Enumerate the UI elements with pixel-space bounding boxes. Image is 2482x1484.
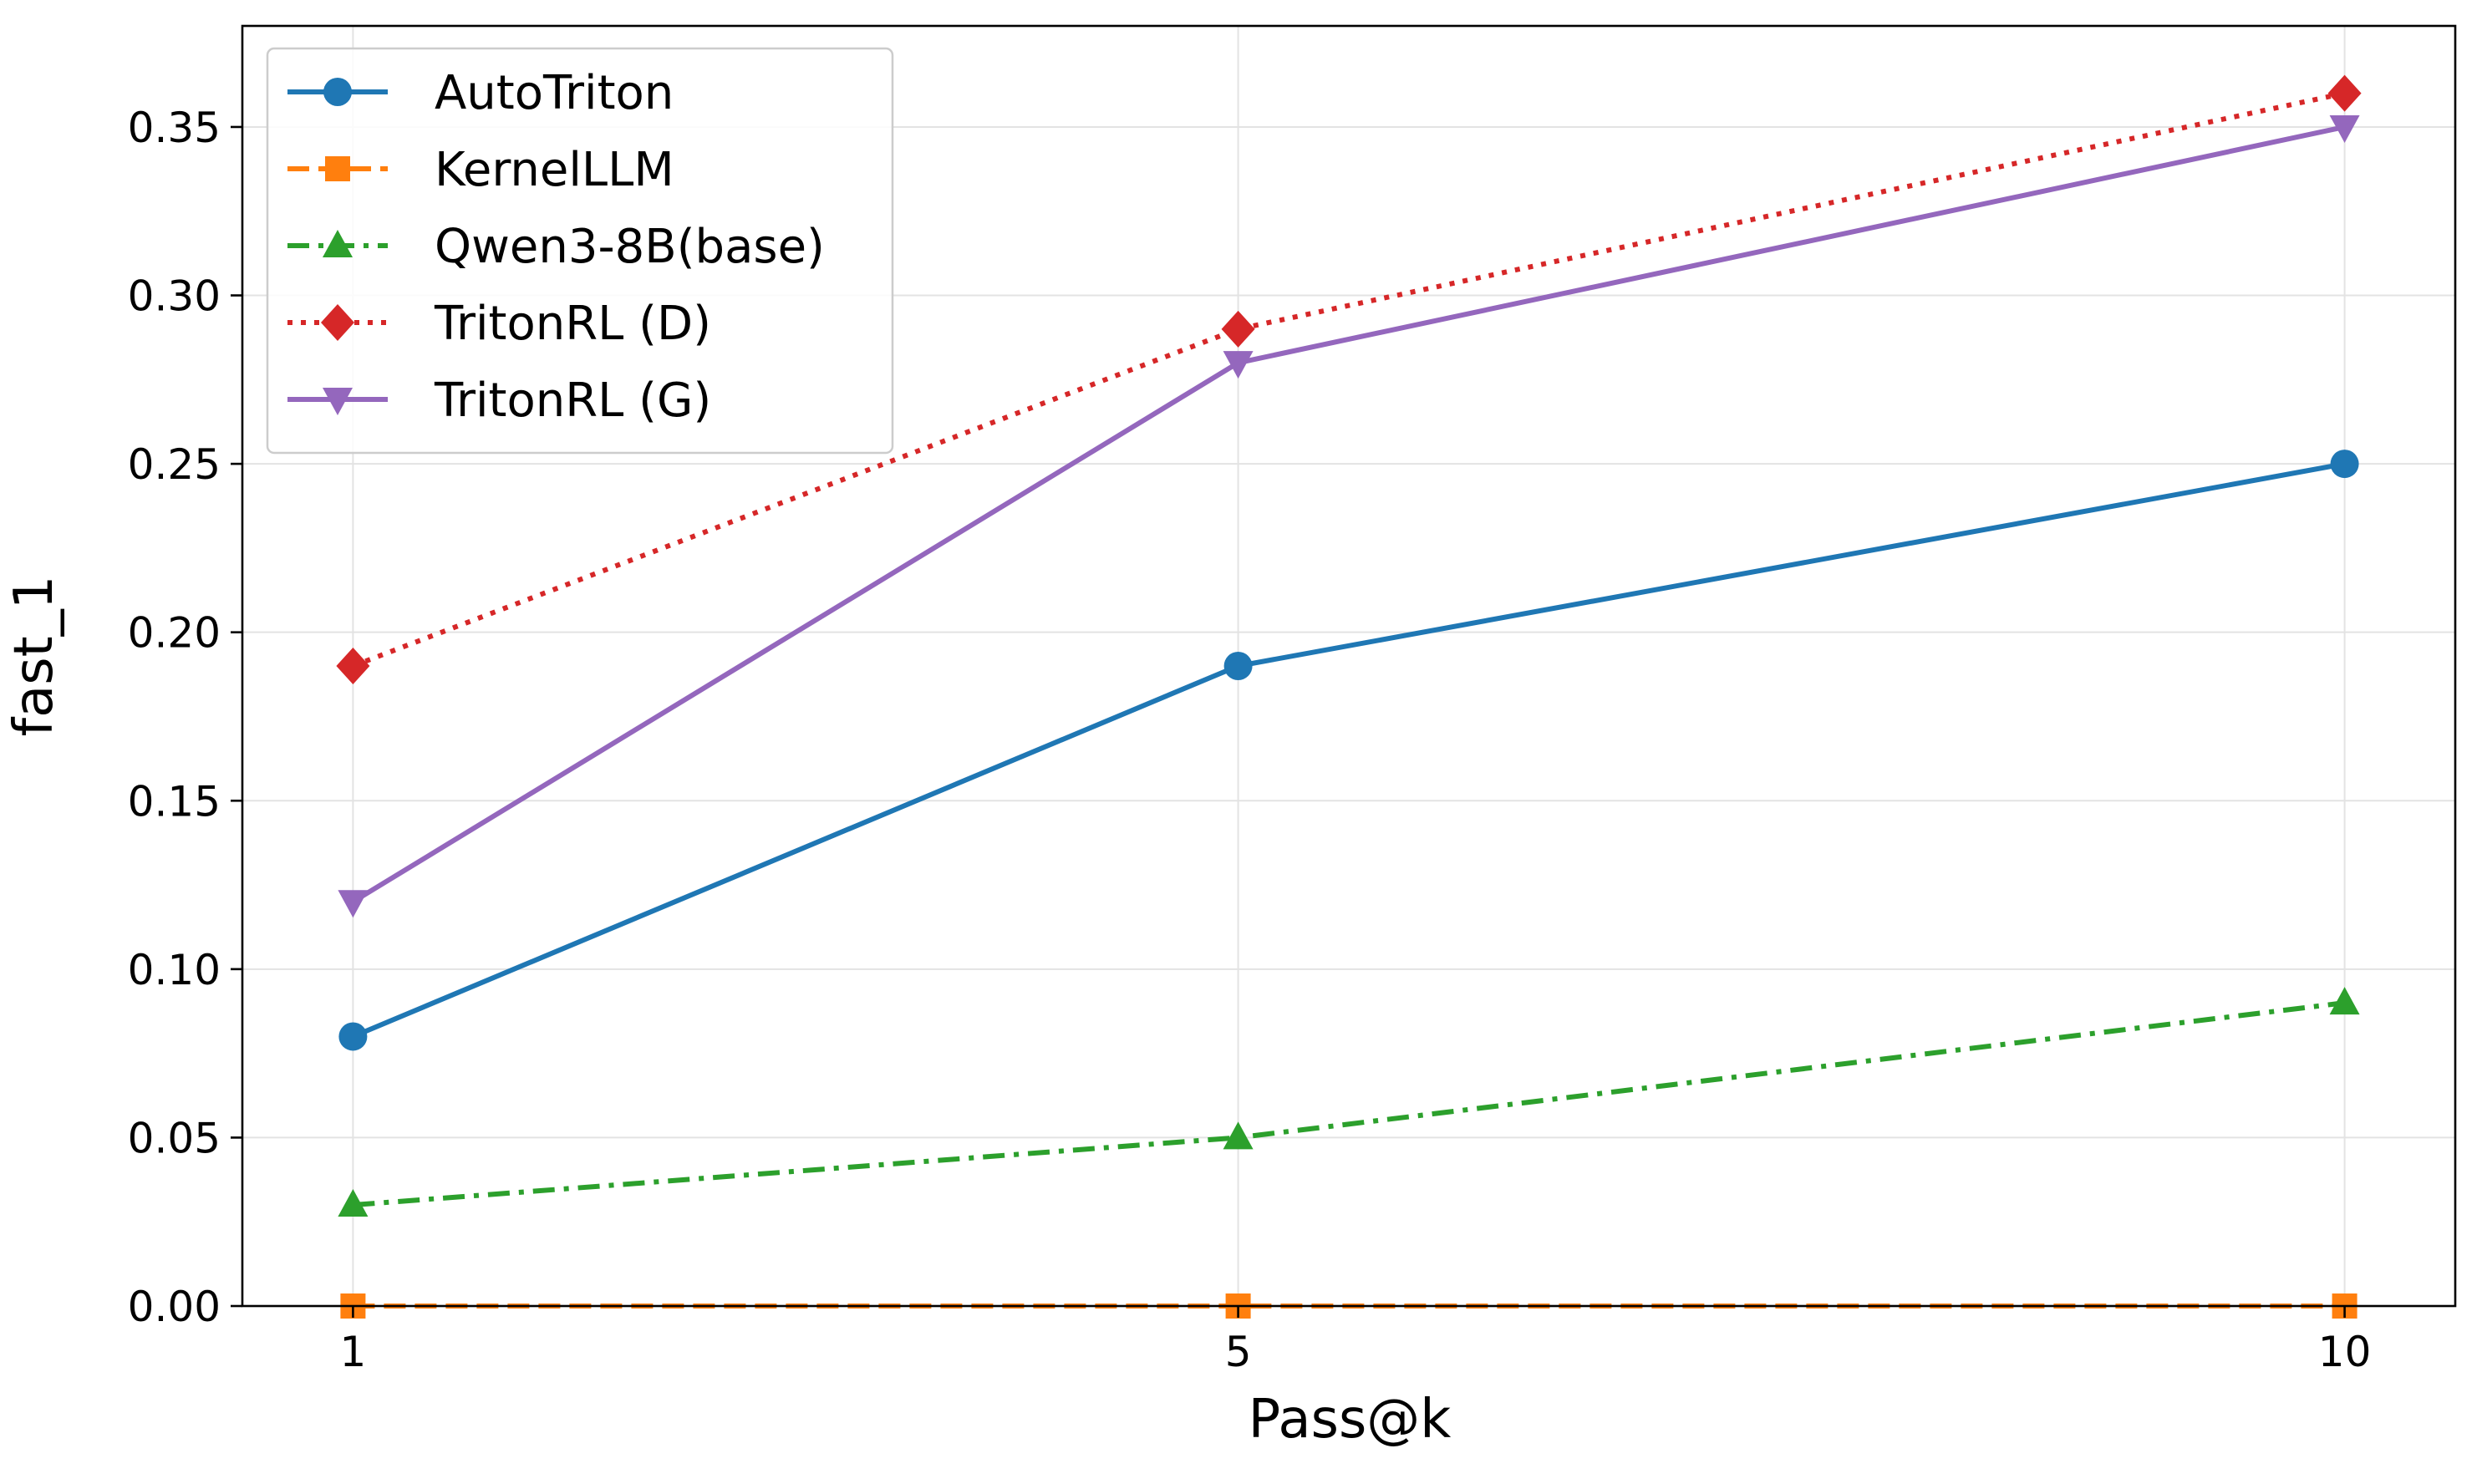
data-point: [2329, 114, 2360, 143]
y-tick-label: 0.20: [128, 609, 221, 658]
plot-frame: [241, 24, 2457, 1308]
data-point: [1223, 1121, 1254, 1150]
x-tick-label: 10: [2318, 1328, 2372, 1376]
legend: AutoTriton KernelLLM Qwen3-8B(base) TritonR…: [266, 47, 894, 455]
y-tick-label: 0.10: [128, 946, 221, 994]
y-tick-label: 0.15: [128, 777, 221, 826]
y-axis-label: fast_1: [3, 576, 65, 737]
legend-marker: [321, 304, 354, 341]
data-point: [2329, 987, 2360, 1015]
series-autotriton: [338, 450, 2359, 1051]
data-point: [2327, 74, 2362, 112]
y-tick-label: 0.25: [128, 440, 221, 489]
data-point: [2330, 450, 2359, 479]
legend-entry: KernelLLM: [287, 143, 674, 197]
legend-label: AutoTriton: [435, 66, 674, 120]
legend-entry: TritonRL (G): [287, 374, 711, 428]
legend-marker: [323, 388, 353, 415]
legend-entry: AutoTriton: [287, 66, 674, 120]
series-tritonrl-g: [338, 114, 2360, 918]
y-tick-label: 0.05: [128, 1114, 221, 1162]
legend-entry: Qwen3-8B(base): [287, 220, 825, 274]
series-line: [352, 90, 2346, 668]
legend-label: Qwen3-8B(base): [435, 220, 825, 274]
legend-label: KernelLLM: [435, 143, 674, 197]
legend-marker: [323, 230, 353, 257]
legend-label: TritonRL (G): [434, 374, 711, 428]
y-tick-label: 0.35: [128, 104, 221, 152]
data-point: [338, 1022, 368, 1051]
series-tritonrl-d: [336, 74, 2362, 684]
data-point: [1223, 652, 1253, 680]
axes: 0.00 0.05 0.10 0.15 0.20 0.25 0.30 0.35 1 5 10: [128, 104, 2372, 1376]
y-tick-label: 0.30: [128, 272, 221, 321]
series-qwen3-8b-base: [338, 987, 2360, 1217]
data-point: [1221, 310, 1255, 348]
legend-marker: [323, 78, 352, 106]
data-point: [338, 890, 369, 918]
legend-label: TritonRL (D): [434, 297, 711, 351]
data-point: [338, 1189, 369, 1217]
legend-entry: TritonRL (D): [287, 297, 711, 351]
series-line: [353, 1000, 2345, 1208]
y-tick-label: 0.00: [128, 1283, 221, 1331]
data-point: [1223, 351, 1254, 379]
data-point: [336, 648, 370, 684]
x-tick-label: 1: [339, 1328, 366, 1376]
legend-box: [266, 47, 894, 455]
x-tick-label: 5: [1225, 1328, 1252, 1376]
legend-marker: [325, 156, 350, 181]
x-axis-label: Pass@k: [1249, 1389, 1452, 1451]
